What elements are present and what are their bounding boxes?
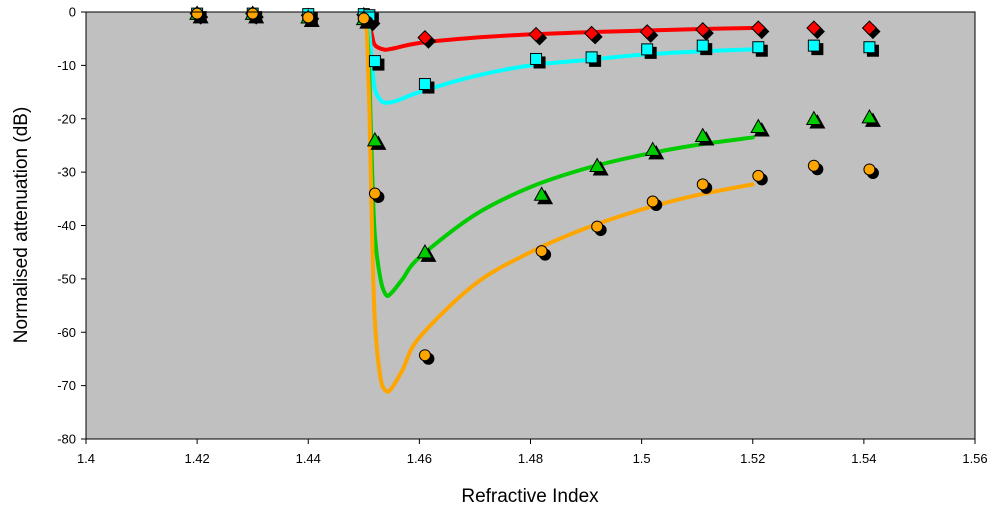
data-point [418, 349, 431, 362]
data-point [366, 131, 383, 147]
data-point [863, 163, 876, 176]
data-point [591, 220, 604, 233]
x-tick-label: 1.48 [518, 451, 543, 466]
data-point [807, 39, 820, 52]
data-point [191, 7, 204, 20]
data-point [861, 20, 878, 36]
data-point [750, 20, 766, 36]
data-point [694, 127, 711, 143]
y-tick-label: -10 [57, 58, 76, 73]
data-point [752, 41, 765, 54]
x-tick-label: 1.4 [77, 451, 95, 466]
data-point [533, 186, 550, 201]
data-point [535, 245, 548, 258]
x-tick-label: 1.46 [407, 451, 432, 466]
data-point [750, 118, 767, 133]
data-point [417, 30, 433, 46]
data-point [861, 108, 878, 124]
data-markers [189, 5, 881, 365]
fit-curve-4 [364, 20, 755, 394]
data-point [863, 41, 876, 54]
y-tick-label: -40 [57, 218, 76, 233]
data-point [589, 157, 606, 172]
data-point [807, 159, 820, 172]
fit-curve-2 [364, 12, 755, 105]
data-point [528, 26, 544, 42]
y-tick-label: -20 [57, 111, 76, 126]
y-tick-label: 0 [69, 5, 76, 20]
data-point [357, 12, 370, 25]
data-point [806, 20, 822, 36]
data-point [246, 7, 259, 20]
data-point [646, 195, 659, 208]
data-point [368, 187, 381, 200]
data-point [368, 55, 381, 68]
x-axis-title: Refractive Index [461, 486, 599, 507]
data-point [530, 52, 543, 65]
data-point [695, 22, 711, 38]
y-tick-label: -60 [57, 325, 76, 340]
data-point [584, 25, 600, 41]
data-point [696, 39, 709, 52]
y-tick-label: -70 [57, 378, 76, 393]
data-point [639, 24, 655, 40]
y-axis-title: Normalised attenuation (dB) [11, 107, 32, 344]
data-point [641, 43, 654, 56]
data-point [752, 169, 765, 182]
data-point [585, 51, 598, 64]
x-tick-label: 1.54 [851, 451, 876, 466]
data-point [302, 11, 315, 24]
y-tick-label: -30 [57, 165, 76, 180]
data-point [644, 141, 661, 156]
y-tick-label: -80 [57, 432, 76, 447]
data-point [418, 78, 431, 91]
plot-area [86, 12, 975, 439]
x-tick-label: 1.56 [962, 451, 987, 466]
x-tick-label: 1.5 [633, 451, 651, 466]
data-point [805, 110, 822, 125]
axes: 1.4 1.42 1.44 1.46 1.48 1.5 1.52 1.54 1.56 0 -10 -2… [57, 5, 987, 467]
y-tick-label: -50 [57, 271, 76, 286]
x-tick-label: 1.52 [740, 451, 765, 466]
data-point [696, 178, 709, 191]
x-tick-label: 1.42 [184, 451, 209, 466]
data-point [416, 244, 433, 259]
series-4-markers [191, 7, 879, 365]
x-tick-label: 1.44 [296, 451, 321, 466]
